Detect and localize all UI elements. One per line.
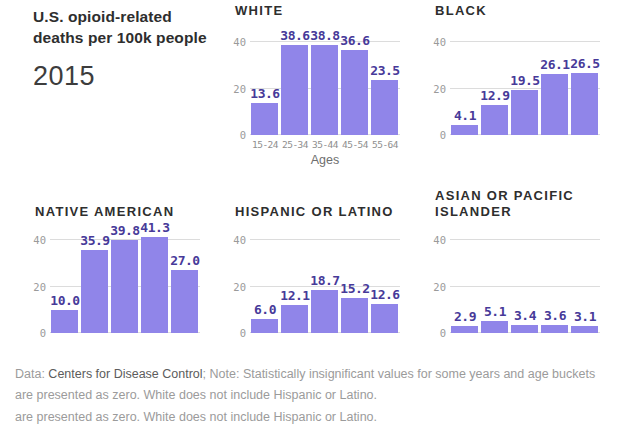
plot-black: 020404.112.919.526.126.5 [450, 35, 600, 135]
bar-15-24 [451, 125, 478, 135]
bar-35-44 [511, 90, 538, 135]
page-title-block: U.S. opioid-related deaths per 100k peop… [33, 6, 223, 92]
y-tick-label: 20 [224, 280, 246, 294]
chart-title-black: BLACK [435, 3, 607, 19]
y-tick-label: 40 [24, 233, 46, 247]
bar-value-label: 3.1 [555, 310, 615, 324]
gridline-20 [450, 286, 600, 287]
footer-note-text: ; Note: Statistically insignificant valu… [203, 367, 596, 381]
bar-55-64 [171, 270, 198, 333]
y-tick-label: 40 [424, 233, 446, 247]
bar-55-64 [571, 326, 598, 333]
bar-value-label: 41.3 [125, 221, 185, 235]
page-title-line1: U.S. opioid-related [33, 6, 223, 27]
plot-hispanic-or-latino: 020406.012.118.715.212.6 [250, 233, 400, 333]
footer-duplicate-line: are presented as zero. White does not in… [15, 407, 623, 428]
y-tick-label: 0 [424, 128, 446, 142]
y-tick-label: 0 [224, 128, 246, 142]
opioid-deaths-small-multiples: U.S. opioid-related deaths per 100k peop… [0, 0, 640, 432]
bar-15-24 [51, 310, 78, 333]
bar-45-54 [541, 74, 568, 135]
x-axis-age-labels: 15-2425-3435-4445-5455-64 [250, 139, 400, 150]
bar-45-54 [141, 237, 168, 333]
bar-value-label: 27.0 [155, 254, 215, 268]
bar-55-64 [371, 304, 398, 333]
y-tick-label: 0 [24, 326, 46, 340]
chart-title-native-american: NATIVE AMERICAN [35, 204, 207, 220]
bar-55-64 [371, 80, 398, 135]
bar-value-label: 23.5 [355, 64, 415, 78]
x-tick-label: 35-44 [310, 139, 340, 150]
bar-15-24 [251, 319, 278, 333]
plot-asian-or-pacific-islander: 020402.95.13.43.63.1 [450, 233, 600, 333]
bar-15-24 [451, 326, 478, 333]
chart-native-american: NATIVE AMERICAN 0204010.035.939.841.327.… [28, 180, 220, 352]
y-tick-label: 0 [224, 326, 246, 340]
bar-25-34 [481, 105, 508, 135]
bar-55-64 [571, 73, 598, 135]
plot-white: 0204013.638.638.836.623.5 [250, 35, 400, 135]
footer-data-label: Data: [15, 367, 48, 381]
bar-45-54 [341, 50, 368, 135]
bar-value-label: 12.6 [355, 288, 415, 302]
bar-value-label: 26.5 [555, 57, 615, 71]
bar-25-34 [281, 45, 308, 135]
bar-35-44 [311, 290, 338, 333]
chart-white: WHITE 0204013.638.638.836.623.5 15-2425-… [228, 0, 420, 172]
chart-title-hispanic-or-latino: HISPANIC OR LATINO [235, 204, 407, 220]
x-tick-label: 45-54 [340, 139, 370, 150]
chart-hispanic-or-latino: HISPANIC OR LATINO 020406.012.118.715.21… [228, 180, 420, 352]
x-tick-label: 55-64 [370, 139, 400, 150]
y-tick-label: 20 [24, 280, 46, 294]
y-tick-label: 20 [424, 82, 446, 96]
y-tick-label: 40 [424, 35, 446, 49]
page-title-line2: deaths per 100k people [33, 27, 223, 48]
x-axis-title: Ages [250, 153, 400, 167]
gridline-40 [250, 239, 400, 240]
y-tick-label: 0 [424, 326, 446, 340]
year-label: 2015 [33, 61, 223, 92]
bar-35-44 [111, 240, 138, 333]
plot-native-american: 0204010.035.939.841.327.0 [50, 233, 200, 333]
bar-45-54 [541, 325, 568, 333]
bar-45-54 [341, 298, 368, 333]
bar-35-44 [511, 325, 538, 333]
gridline-40 [450, 239, 600, 240]
y-tick-label: 40 [224, 35, 246, 49]
bar-25-34 [81, 250, 108, 333]
chart-title-asian-or-pacific-islander: ASIAN OR PACIFIC ISLANDER [435, 188, 607, 220]
bar-15-24 [251, 103, 278, 135]
y-tick-label: 20 [424, 280, 446, 294]
bar-35-44 [311, 45, 338, 135]
x-tick-label: 25-34 [280, 139, 310, 150]
chart-title-white: WHITE [235, 3, 407, 19]
y-tick-label: 40 [224, 233, 246, 247]
bar-25-34 [281, 305, 308, 333]
footer-note: Data: Centers for Disease Control; Note:… [15, 364, 623, 428]
chart-asian-or-pacific-islander: ASIAN OR PACIFIC ISLANDER 020402.95.13.4… [428, 180, 620, 352]
chart-black: BLACK 020404.112.919.526.126.5 [428, 0, 620, 172]
footer-source: Centers for Disease Control [48, 367, 202, 381]
footer-line-1: Data: Centers for Disease Control; Note:… [15, 364, 623, 406]
x-tick-label: 15-24 [250, 139, 280, 150]
footer-note-line2: are presented as zero. White does not in… [15, 388, 377, 402]
bar-value-label: 36.6 [325, 34, 385, 48]
gridline-40 [450, 41, 600, 42]
